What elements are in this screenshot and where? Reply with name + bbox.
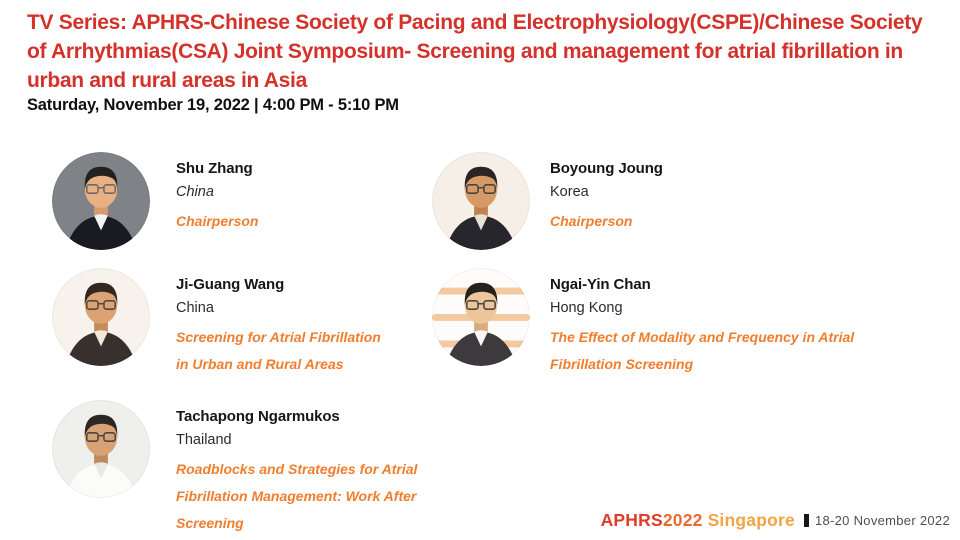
logo-year-text: 2022 <box>662 510 703 530</box>
speaker-info: Ngai-Yin Chan Hong Kong The Effect of Mo… <box>550 268 854 378</box>
aphrs-2022-singapore-logo: APHRS2022 Singapore <box>601 510 795 531</box>
event-dates: 18-20 November 2022 <box>814 513 950 528</box>
speaker-talk-title: Screening for Atrial Fibrillation in Urba… <box>176 324 381 378</box>
speaker-talk-title: Roadblocks and Strategies for Atrial Fibr… <box>176 456 417 537</box>
topic-line: Fibrillation Screening <box>550 356 694 372</box>
speaker-country: China <box>176 300 214 316</box>
speaker-info: Ji-Guang Wang China Screening for Atrial… <box>176 268 381 378</box>
speaker-info: Boyoung Joung Korea Chairperson <box>550 152 663 235</box>
avatar-graphic <box>52 268 150 366</box>
speaker-info: Tachapong Ngarmukos Thailand Roadblocks … <box>176 400 417 537</box>
speaker-name: Shu Zhang <box>176 160 253 177</box>
topic-line: Chairperson <box>550 213 633 229</box>
speaker-photo <box>52 268 150 366</box>
speaker-card-ji-guang-wang: Ji-Guang Wang China Screening for Atrial… <box>52 268 381 378</box>
session-title: TV Series: APHRS-Chinese Society of Paci… <box>27 11 923 92</box>
speaker-info: Shu Zhang China Chairperson <box>176 152 258 235</box>
speaker-country: China <box>176 184 214 200</box>
speaker-photo <box>432 268 530 366</box>
separator-bar-icon <box>803 514 809 527</box>
avatar-graphic <box>52 400 150 498</box>
speaker-name: Ji-Guang Wang <box>176 276 285 293</box>
speaker-photo <box>52 152 150 250</box>
speaker-name: Tachapong Ngarmukos <box>176 408 340 425</box>
speaker-card-shu-zhang: Shu Zhang China Chairperson <box>52 152 258 250</box>
avatar-graphic <box>432 152 530 250</box>
speaker-card-tachapong-ngarmukos: Tachapong Ngarmukos Thailand Roadblocks … <box>52 400 417 537</box>
logo-city-text: Singapore <box>707 510 795 530</box>
speaker-name: Ngai-Yin Chan <box>550 276 651 293</box>
avatar-graphic <box>432 268 530 366</box>
avatar-graphic <box>52 152 150 250</box>
topic-line: The Effect of Modality and Frequency in … <box>550 329 855 345</box>
logo-aphrs-text: APHRS <box>600 510 663 530</box>
speaker-country: Thailand <box>176 432 232 448</box>
footer: APHRS2022 Singapore 18-20 November 2022 <box>601 510 950 531</box>
topic-line: Fibrillation Management: Work After <box>176 488 417 504</box>
speaker-country: Hong Kong <box>550 300 623 316</box>
session-datetime: Saturday, November 19, 2022 | 4:00 PM - … <box>27 96 399 114</box>
speaker-talk-title: The Effect of Modality and Frequency in … <box>550 324 854 378</box>
speaker-name: Boyoung Joung <box>550 160 663 177</box>
topic-line: Chairperson <box>176 213 259 229</box>
speaker-role: Chairperson <box>550 208 663 235</box>
speaker-card-ngai-yin-chan: Ngai-Yin Chan Hong Kong The Effect of Mo… <box>432 268 854 378</box>
topic-line: Roadblocks and Strategies for Atrial <box>176 461 418 477</box>
speaker-photo <box>52 400 150 498</box>
speaker-card-boyoung-joung: Boyoung Joung Korea Chairperson <box>432 152 663 250</box>
topic-line: in Urban and Rural Areas <box>176 356 344 372</box>
topic-line: Screening for Atrial Fibrillation <box>176 329 381 345</box>
speaker-country: Korea <box>550 184 589 200</box>
speaker-role: Chairperson <box>176 208 258 235</box>
topic-line: Screening <box>176 515 244 531</box>
speaker-photo <box>432 152 530 250</box>
